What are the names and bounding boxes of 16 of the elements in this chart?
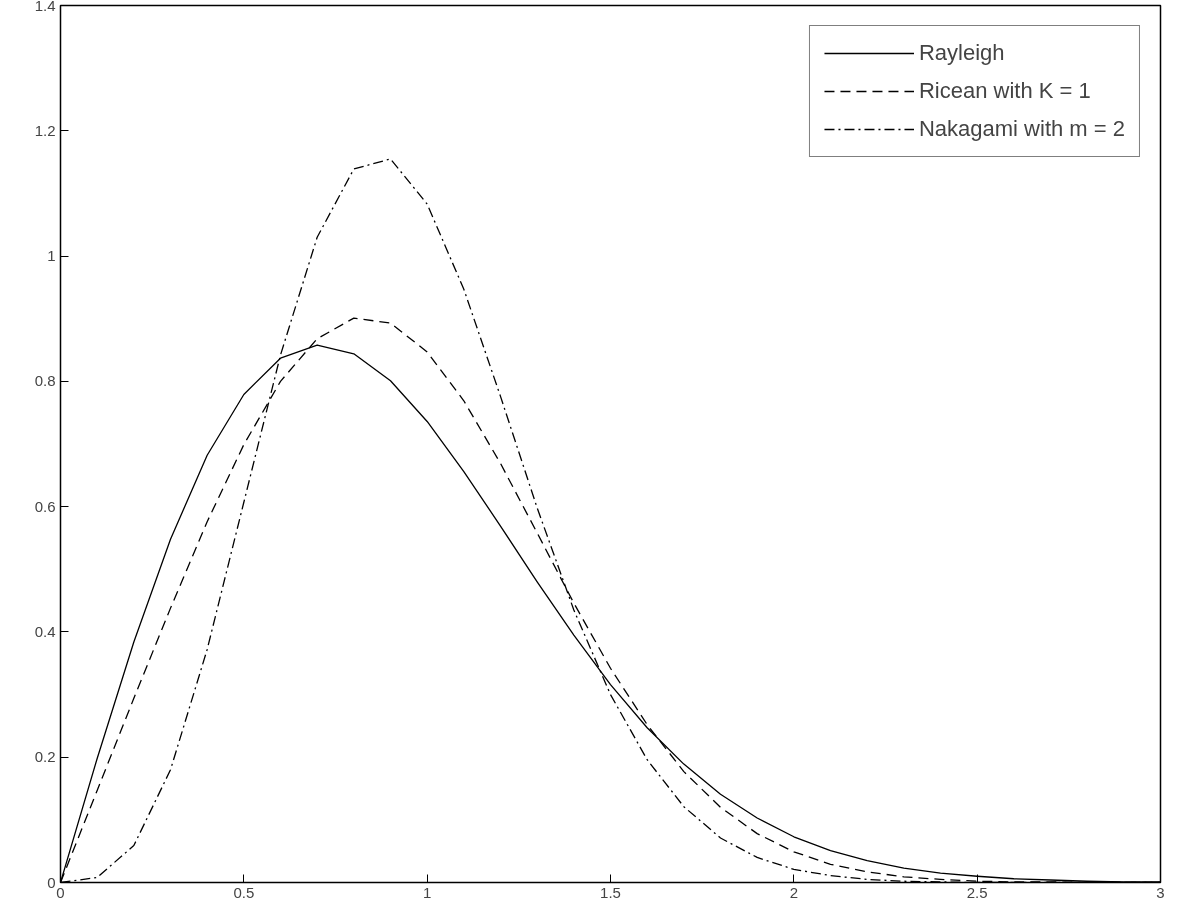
y-tick-label: 1.2 — [34, 121, 56, 139]
x-tick-label: 3 — [1156, 883, 1165, 901]
x-tick-label: 1 — [423, 883, 432, 901]
y-tick-label: 0.6 — [34, 497, 56, 515]
y-tick-label: 1 — [47, 247, 56, 265]
y-tick-label: 0.8 — [34, 372, 56, 390]
x-tick-label: 0.5 — [233, 883, 255, 901]
x-tick-label: 2.5 — [966, 883, 988, 901]
y-tick-label: 1.4 — [34, 0, 56, 14]
legend-label: Ricean with K = 1 — [918, 78, 1091, 104]
x-tick-label: 2 — [789, 883, 799, 901]
legend-label: Rayleigh — [918, 40, 1005, 66]
y-tick-label: 0.4 — [34, 622, 56, 640]
legend-label: Nakagami with m = 2 — [918, 116, 1125, 142]
y-tick-label: 0.2 — [34, 748, 56, 766]
x-tick-label: 1.5 — [600, 883, 621, 901]
